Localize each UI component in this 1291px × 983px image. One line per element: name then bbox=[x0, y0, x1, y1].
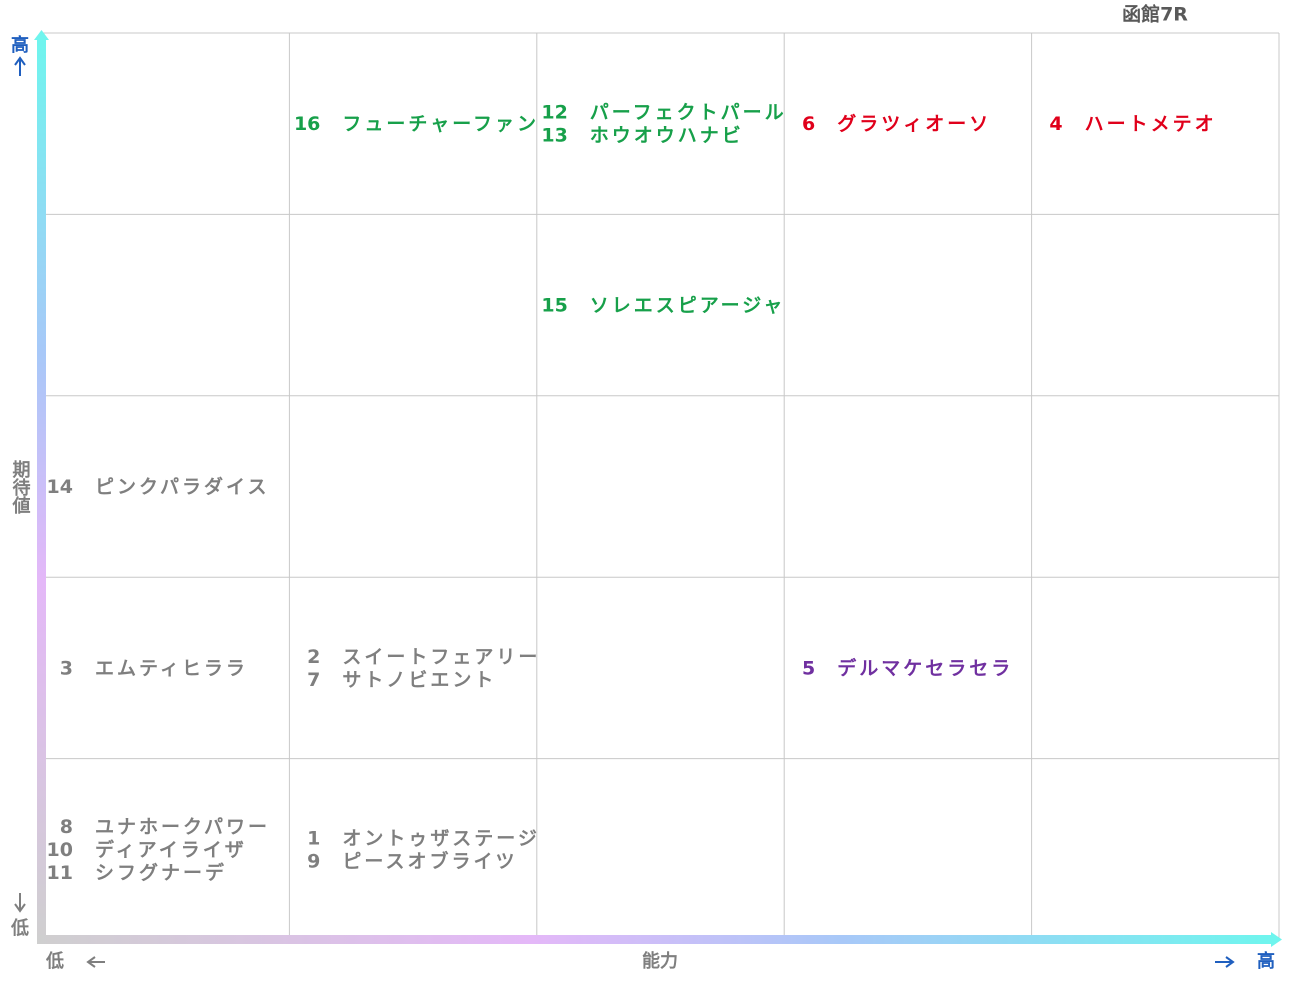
horse-name: ピンクパラダイス bbox=[95, 475, 269, 498]
horse-number: 4 bbox=[1049, 113, 1062, 135]
horse-number: 14 bbox=[47, 476, 73, 498]
horse-number: 13 bbox=[541, 125, 567, 147]
horse-name: デルマケセラセラ bbox=[837, 656, 1013, 679]
x-axis-arrowhead bbox=[1271, 932, 1282, 947]
horse-name: エムティヒララ bbox=[95, 657, 248, 679]
horse-number: 1 bbox=[307, 827, 320, 849]
x-low-label: 低 bbox=[45, 950, 64, 972]
horse-name: サトノビエント bbox=[342, 669, 496, 691]
horse-name: グラツィオーソ bbox=[837, 112, 991, 135]
y-axis-label: 期待値 bbox=[10, 460, 32, 515]
horse-number: 12 bbox=[541, 102, 567, 124]
horse-number: 15 bbox=[541, 295, 567, 317]
down-arrow bbox=[14, 893, 26, 913]
horse-name: ハートメテオ bbox=[1085, 113, 1217, 135]
horse-number: 16 bbox=[294, 113, 320, 135]
right-arrow bbox=[1215, 956, 1235, 968]
x-axis-bar bbox=[37, 935, 1273, 944]
horse-name: ホウオウハナビ bbox=[590, 125, 744, 147]
title: 函館7R bbox=[1122, 3, 1188, 26]
horse-number: 3 bbox=[60, 657, 73, 679]
x-high-label: 高 bbox=[1257, 950, 1275, 972]
horse-number: 6 bbox=[802, 113, 815, 135]
horse-number: 2 bbox=[307, 646, 320, 668]
horse-number: 8 bbox=[60, 816, 73, 838]
horse-name: ピースオブライツ bbox=[342, 849, 517, 872]
horse-number: 5 bbox=[802, 657, 815, 679]
horse-name: フューチャーファン bbox=[342, 113, 539, 135]
horse-number: 9 bbox=[307, 850, 320, 872]
horse-number: 10 bbox=[47, 839, 73, 861]
y-axis-arrowhead bbox=[34, 30, 49, 40]
y-low-label: 低 bbox=[10, 917, 29, 939]
left-arrow bbox=[86, 956, 105, 968]
horse-number: 11 bbox=[47, 862, 73, 884]
horse-name: スイートフェアリー bbox=[342, 646, 540, 668]
y-axis-bar bbox=[37, 38, 46, 942]
up-arrow bbox=[14, 56, 26, 76]
horse-number: 7 bbox=[307, 669, 320, 691]
horse-name: ソレエスピアージャ bbox=[590, 295, 786, 317]
y-high-label: 高 bbox=[11, 34, 29, 56]
horse-name: シフグナーデ bbox=[95, 861, 227, 884]
horse-name: ユナホークパワー bbox=[95, 816, 270, 838]
horse-name: パーフェクトパール bbox=[590, 102, 787, 124]
horse-name: ディアイライザ bbox=[95, 838, 247, 861]
horse-name: オントゥザステージ bbox=[342, 827, 539, 849]
x-axis-label: 能力 bbox=[642, 950, 678, 972]
